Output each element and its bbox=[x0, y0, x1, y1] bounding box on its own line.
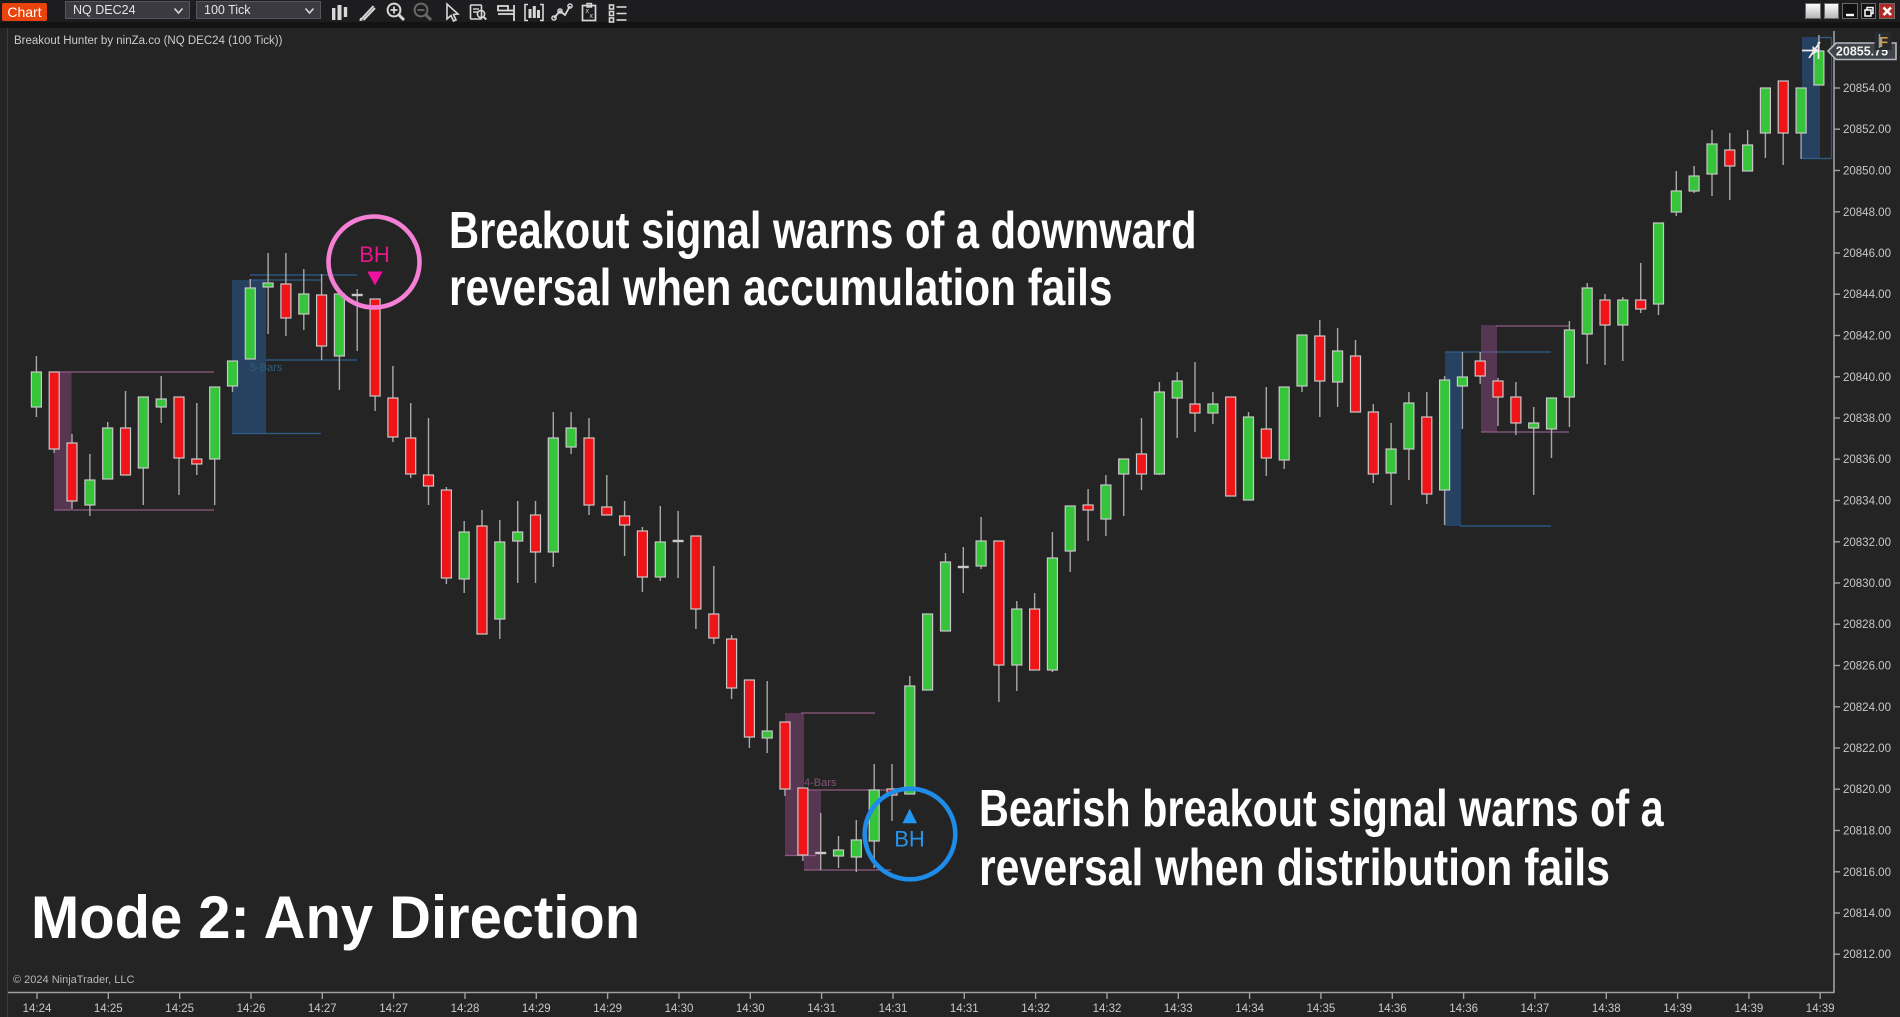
svg-text:20824.00: 20824.00 bbox=[1843, 702, 1891, 714]
svg-text:14:26: 14:26 bbox=[237, 1003, 266, 1015]
svg-text:20850.00: 20850.00 bbox=[1843, 166, 1891, 178]
svg-text:14:24: 14:24 bbox=[23, 1003, 52, 1015]
svg-text:14:34: 14:34 bbox=[1235, 1003, 1264, 1015]
svg-text:F: F bbox=[1879, 34, 1888, 51]
svg-text:x: x bbox=[590, 13, 594, 20]
svg-text:20852.00: 20852.00 bbox=[1843, 124, 1891, 136]
svg-text:BH: BH bbox=[359, 242, 390, 267]
svg-text:20836.00: 20836.00 bbox=[1843, 454, 1891, 466]
svg-text:14:31: 14:31 bbox=[807, 1003, 836, 1015]
svg-text:20830.00: 20830.00 bbox=[1843, 578, 1891, 590]
svg-text:14:39: 14:39 bbox=[1663, 1003, 1692, 1015]
svg-text:14:35: 14:35 bbox=[1307, 1003, 1336, 1015]
svg-text:14:30: 14:30 bbox=[736, 1003, 765, 1015]
svg-text:20832.00: 20832.00 bbox=[1843, 537, 1891, 549]
svg-text:14:27: 14:27 bbox=[379, 1003, 408, 1015]
svg-text:14:32: 14:32 bbox=[1093, 1003, 1122, 1015]
svg-text:x: x bbox=[586, 8, 590, 15]
svg-text:20840.00: 20840.00 bbox=[1843, 372, 1891, 384]
svg-text:14:31: 14:31 bbox=[950, 1003, 979, 1015]
svg-text:4-Bars: 4-Bars bbox=[804, 777, 837, 789]
svg-text:20816.00: 20816.00 bbox=[1843, 867, 1891, 879]
svg-text:5-Bars: 5-Bars bbox=[250, 362, 283, 374]
svg-text:20818.00: 20818.00 bbox=[1843, 826, 1891, 838]
svg-text:20812.00: 20812.00 bbox=[1843, 949, 1891, 961]
svg-text:14:32: 14:32 bbox=[1021, 1003, 1050, 1015]
svg-text:20820.00: 20820.00 bbox=[1843, 784, 1891, 796]
svg-text:14:39: 14:39 bbox=[1806, 1003, 1835, 1015]
svg-text:20854.00: 20854.00 bbox=[1843, 83, 1891, 95]
svg-text:20826.00: 20826.00 bbox=[1843, 661, 1891, 673]
svg-text:14:25: 14:25 bbox=[94, 1003, 123, 1015]
svg-text:20846.00: 20846.00 bbox=[1843, 248, 1891, 260]
svg-text:14:33: 14:33 bbox=[1164, 1003, 1193, 1015]
svg-text:14:31: 14:31 bbox=[879, 1003, 908, 1015]
svg-text:14:28: 14:28 bbox=[451, 1003, 480, 1015]
svg-text:20842.00: 20842.00 bbox=[1843, 331, 1891, 343]
svg-text:14:29: 14:29 bbox=[593, 1003, 622, 1015]
svg-text:14:38: 14:38 bbox=[1592, 1003, 1621, 1015]
svg-text:14:25: 14:25 bbox=[165, 1003, 194, 1015]
svg-text:20814.00: 20814.00 bbox=[1843, 908, 1891, 920]
svg-text:14:29: 14:29 bbox=[522, 1003, 551, 1015]
svg-text:20822.00: 20822.00 bbox=[1843, 743, 1891, 755]
svg-text:20834.00: 20834.00 bbox=[1843, 496, 1891, 508]
svg-text:BH: BH bbox=[894, 827, 925, 852]
svg-text:20828.00: 20828.00 bbox=[1843, 619, 1891, 631]
svg-text:20848.00: 20848.00 bbox=[1843, 207, 1891, 219]
svg-text:14:27: 14:27 bbox=[308, 1003, 337, 1015]
svg-text:14:39: 14:39 bbox=[1735, 1003, 1764, 1015]
svg-text:20844.00: 20844.00 bbox=[1843, 289, 1891, 301]
svg-text:14:36: 14:36 bbox=[1449, 1003, 1478, 1015]
svg-text:14:30: 14:30 bbox=[665, 1003, 694, 1015]
svg-text:20838.00: 20838.00 bbox=[1843, 413, 1891, 425]
svg-text:14:36: 14:36 bbox=[1378, 1003, 1407, 1015]
svg-text:14:37: 14:37 bbox=[1521, 1003, 1550, 1015]
